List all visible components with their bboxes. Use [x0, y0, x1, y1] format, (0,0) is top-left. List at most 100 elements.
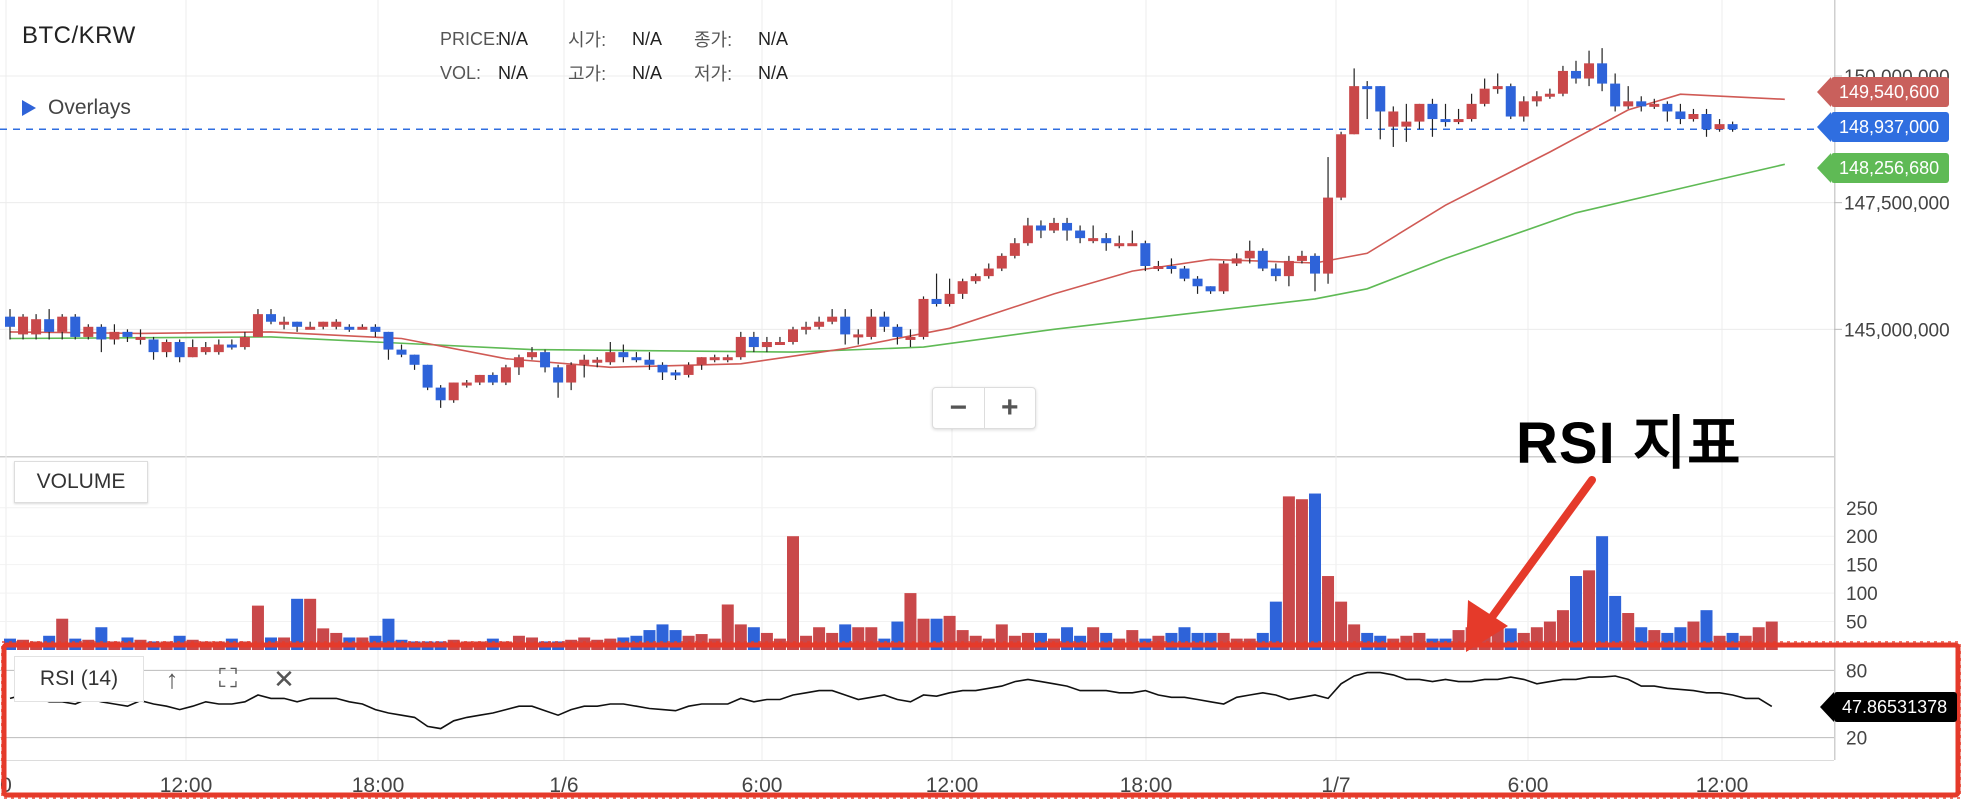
ma-short-series	[9, 93, 1785, 369]
volume-bar	[1335, 601, 1348, 650]
annotation-arrow-head	[1466, 600, 1508, 652]
candle-body	[1062, 222, 1073, 231]
candle-body	[305, 326, 316, 330]
candle-body	[657, 364, 668, 373]
current-price-tag: 148,937,000	[1816, 112, 1950, 142]
candle-body	[748, 336, 759, 348]
candle-body	[1375, 86, 1386, 112]
expand-icon[interactable]: ⛶	[218, 663, 238, 693]
candle-body	[1101, 238, 1112, 244]
ma-short-line	[9, 93, 1785, 369]
candle-body	[1610, 83, 1621, 107]
candle-body	[1518, 101, 1529, 117]
candle-body	[1257, 250, 1268, 269]
candle-body	[1714, 124, 1725, 130]
candle-body	[1388, 111, 1399, 127]
candle-body	[1492, 86, 1503, 90]
candle-body	[1675, 111, 1686, 120]
overlays-toggle[interactable]: Overlays	[22, 96, 131, 120]
candle-body	[696, 357, 707, 365]
ma-long-price-tag: 148,256,680	[1816, 153, 1950, 183]
rsi-toolbar: RSI (14) ↑ ⛶ ✕	[14, 656, 338, 702]
volume-bar	[787, 536, 799, 650]
volume-label: VOLUME	[14, 461, 148, 503]
x-tick-label: 1/7	[1321, 774, 1350, 797]
candle-body	[1349, 86, 1360, 135]
volume-tick-label: 250	[1846, 499, 1878, 520]
candle-body	[631, 357, 642, 361]
ma-short-price-tag: 149,540,600	[1816, 77, 1950, 107]
candle-body	[1270, 268, 1281, 277]
candle-body	[318, 321, 329, 327]
candle-body	[827, 316, 838, 322]
candle-body	[409, 354, 420, 365]
axes: 0 12:00 18:00 1/6 6:00 12:00 18:00 1/7 6:00 12:00…	[0, 67, 1950, 797]
candle-body	[200, 347, 211, 353]
zoom-out-button[interactable]: −	[933, 388, 985, 428]
volume-bar	[251, 605, 264, 650]
price-legend: PRICE: N/A 시가: N/A 종가: N/A VOL: N/A 고가: …	[440, 22, 818, 90]
candle-body	[1584, 63, 1595, 79]
volume-bar	[1309, 493, 1321, 650]
volume-bar	[1295, 499, 1308, 650]
candle-body	[148, 339, 159, 353]
candle-body	[135, 336, 146, 340]
candle-series	[5, 48, 1738, 408]
zoom-in-button[interactable]: +	[1000, 391, 1019, 424]
legend-close-value: N/A	[758, 28, 789, 49]
candle-body	[1414, 103, 1425, 122]
candle-body	[605, 352, 616, 363]
candle-body	[1127, 243, 1138, 247]
candle-body	[1192, 278, 1203, 287]
bottom-axis-border	[0, 760, 1834, 761]
overlays-label: Overlays	[48, 96, 131, 119]
legend-vol-value: N/A	[498, 62, 529, 83]
triangle-right-icon	[22, 100, 36, 116]
x-tick-label: 6:00	[742, 774, 783, 797]
legend-row-1: PRICE: N/A 시가: N/A 종가: N/A	[440, 22, 818, 56]
candle-body	[1597, 63, 1608, 84]
candle-body	[1636, 101, 1647, 107]
candle-body	[1557, 70, 1568, 94]
candle-body	[1362, 86, 1373, 90]
rsi-series	[9, 671, 1773, 730]
candle-body	[1479, 88, 1490, 104]
ma-long-series	[9, 163, 1785, 353]
candle-body	[226, 344, 237, 348]
candle-body	[1114, 243, 1125, 247]
candle-body	[931, 298, 942, 304]
candle-body	[1662, 103, 1673, 112]
ma-long-line	[9, 163, 1785, 353]
candle-body	[1166, 266, 1177, 269]
candle-body	[840, 316, 851, 335]
volume-tick-label: 150	[1846, 556, 1878, 577]
candle-body	[1022, 225, 1033, 244]
legend-price-value: N/A	[498, 28, 529, 49]
annotation-box	[1, 642, 1961, 798]
volume-bar	[721, 604, 734, 650]
candle-body	[1401, 121, 1412, 127]
x-tick-label: 18:00	[1120, 774, 1173, 797]
volume-bar	[1596, 536, 1609, 650]
candle-body	[513, 357, 524, 368]
candle-body	[527, 352, 537, 358]
candle-body	[83, 326, 94, 337]
close-icon[interactable]: ✕	[273, 663, 295, 694]
price-tick-label: 145,000,000	[1844, 320, 1950, 341]
candle-body	[644, 359, 655, 365]
candle-body	[161, 342, 172, 353]
symbol-title: BTC/KRW	[22, 22, 136, 49]
candle-body	[122, 331, 133, 337]
volume-tick-label: 50	[1846, 613, 1867, 634]
rsi-label: RSI (14)	[14, 656, 144, 702]
price-volume-separator	[0, 456, 1834, 458]
right-axis-border	[1834, 0, 1836, 760]
candle-body	[735, 336, 746, 358]
candle-body	[1453, 119, 1464, 123]
volume-bar	[304, 598, 317, 650]
x-tick-label: 18:00	[352, 774, 405, 797]
arrow-up-icon[interactable]: ↑	[165, 663, 179, 694]
candle-body	[774, 342, 785, 345]
